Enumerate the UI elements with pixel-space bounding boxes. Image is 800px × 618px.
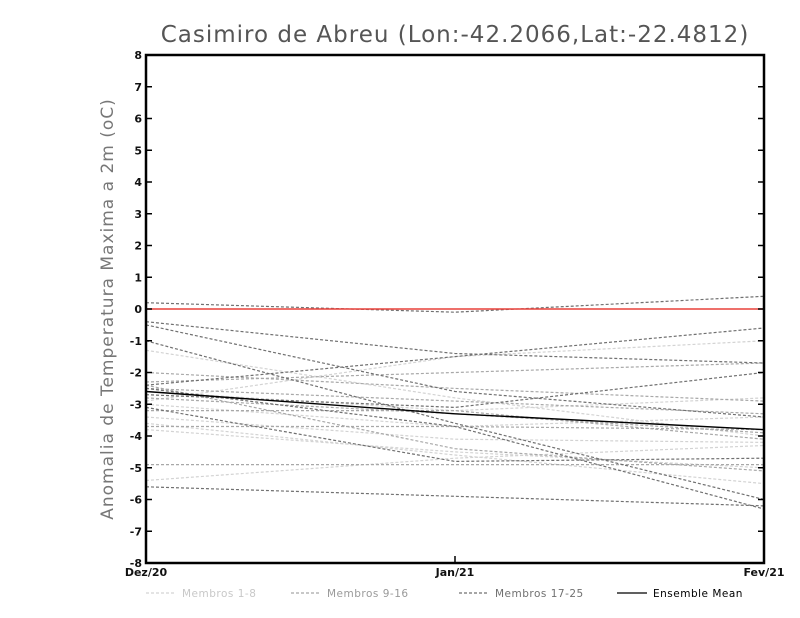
x-tick-label: Fev/21 bbox=[743, 566, 784, 579]
ensemble-mean-line bbox=[145, 390, 765, 431]
y-tick-label: -1 bbox=[130, 335, 142, 348]
y-tick-label: -3 bbox=[130, 398, 142, 411]
legend: Membros 1-8 Membros 9-16 Membros 17-25 Ense… bbox=[146, 588, 743, 600]
x-tick-label: Jan/21 bbox=[435, 566, 475, 579]
x-tick-label: Dez/20 bbox=[125, 566, 168, 579]
y-tick-label: 5 bbox=[134, 144, 142, 157]
y-tick-label: 6 bbox=[134, 113, 142, 126]
y-tick-label: -5 bbox=[130, 462, 142, 475]
member-line-18 bbox=[145, 321, 765, 364]
chart-title: Casimiro de Abreu (Lon:-42.2066,Lat:-22.… bbox=[161, 22, 750, 48]
legend-label: Ensemble Mean bbox=[653, 588, 743, 600]
member-line-9 bbox=[145, 362, 765, 383]
member-line-5 bbox=[145, 390, 765, 412]
member-line-24 bbox=[145, 387, 765, 510]
member-line-19 bbox=[145, 324, 765, 418]
y-axis-ticks: -8 -7 -6 -5 -4 -3 -2 -1 0 1 2 3 4 5 6 7 8 bbox=[130, 49, 764, 570]
legend-label: Membros 1-8 bbox=[182, 588, 256, 600]
member-line-1 bbox=[145, 403, 765, 428]
member-line-11 bbox=[146, 425, 765, 431]
member-line-13 bbox=[145, 397, 765, 434]
y-tick-label: 8 bbox=[134, 49, 142, 62]
member-line-17 bbox=[145, 295, 765, 313]
y-tick-label: -4 bbox=[130, 430, 143, 443]
y-tick-label: -8 bbox=[130, 557, 142, 570]
y-tick-label: 1 bbox=[134, 271, 142, 284]
member-line-4 bbox=[145, 444, 765, 482]
y-tick-label: 2 bbox=[134, 240, 142, 253]
member-line-6 bbox=[145, 349, 765, 437]
y-tick-label: -7 bbox=[130, 525, 142, 538]
y-tick-label: 4 bbox=[134, 176, 142, 189]
y-tick-label: -6 bbox=[130, 494, 143, 507]
member-line-8 bbox=[145, 422, 765, 485]
y-tick-label: 0 bbox=[134, 303, 142, 316]
member-line-25 bbox=[145, 406, 765, 463]
y-tick-label: -2 bbox=[130, 367, 142, 380]
series-layer bbox=[145, 295, 765, 510]
member-line-20 bbox=[145, 340, 765, 501]
member-line-15 bbox=[146, 410, 765, 440]
y-axis-label: Anomalia de Temperatura Maxima a 2m (oC) bbox=[98, 98, 118, 520]
y-tick-label: 7 bbox=[134, 81, 142, 94]
member-line-16 bbox=[145, 371, 765, 402]
member-line-21 bbox=[145, 327, 765, 386]
member-line-3 bbox=[145, 429, 765, 469]
legend-label: Membros 17-25 bbox=[495, 588, 584, 600]
x-axis-ticks: Dez/20 Jan/21 Fev/21 bbox=[125, 556, 785, 579]
member-line-22 bbox=[145, 371, 765, 409]
member-line-14 bbox=[145, 384, 765, 472]
legend-label: Membros 9-16 bbox=[327, 588, 409, 600]
member-line-23 bbox=[145, 486, 765, 507]
y-tick-label: 3 bbox=[134, 208, 142, 221]
member-line-10 bbox=[145, 387, 765, 415]
member-line-2 bbox=[145, 416, 765, 443]
